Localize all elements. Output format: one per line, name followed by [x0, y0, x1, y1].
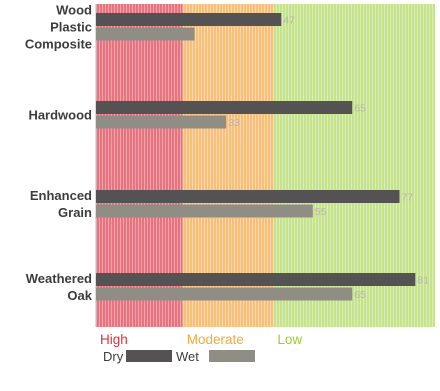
bar-dry-weathered-oak — [96, 273, 416, 286]
bar-wet-hardwood — [96, 115, 227, 129]
category-label-weathered-oak: Weathered Oak — [26, 271, 93, 303]
legend-swatch-dry — [126, 350, 172, 362]
bar-wet-weathered-oak — [96, 287, 353, 301]
data-labels: 47 65 33 77 55 81 65 — [228, 15, 429, 302]
bar-series — [96, 13, 416, 301]
bar-wet-enhanced-grain — [96, 204, 313, 218]
band-label-low: Low — [277, 332, 302, 347]
data-label-wet-hardwood: 33 — [228, 117, 240, 129]
legend: Dry Wet — [103, 349, 255, 364]
category-label-enhanced-grain: Enhanced Grain — [30, 188, 92, 220]
data-label-wet-weathered-oak: 65 — [354, 289, 366, 301]
category-label-hardwood: Hardwood — [28, 107, 92, 122]
data-label-dry-enhanced-grain: 77 — [402, 192, 414, 204]
data-label-dry-hardwood: 65 — [354, 103, 366, 115]
bar-wet-wood-plastic-composite — [96, 27, 195, 41]
band-label-high: High — [100, 332, 128, 347]
legend-swatch-wet — [209, 350, 255, 362]
legend-label-wet: Wet — [176, 349, 199, 364]
band-label-moderate: Moderate — [187, 332, 244, 347]
data-label-wet-enhanced-grain: 55 — [315, 206, 327, 218]
category-labels: Wood Plastic Composite Hardwood Enhanced Grai… — [25, 2, 93, 303]
data-label-dry-wood-plastic-composite: 47 — [283, 15, 295, 27]
bar-dry-hardwood — [96, 101, 353, 114]
legend-label-dry: Dry — [103, 349, 124, 364]
bar-dry-enhanced-grain — [96, 190, 400, 203]
bar-dry-wood-plastic-composite — [96, 13, 282, 26]
category-label-wood-plastic-composite: Wood Plastic Composite — [25, 2, 92, 51]
rating-band-labels: High Moderate Low — [100, 332, 302, 347]
data-label-dry-weathered-oak: 81 — [417, 275, 429, 287]
